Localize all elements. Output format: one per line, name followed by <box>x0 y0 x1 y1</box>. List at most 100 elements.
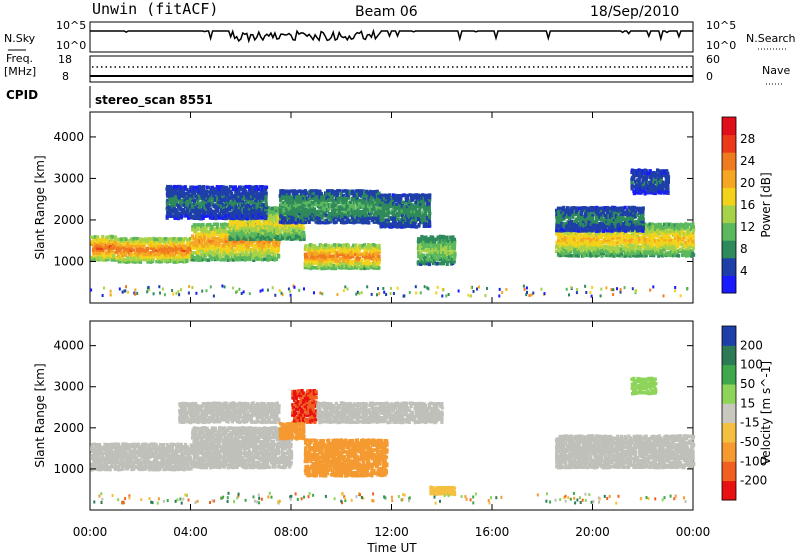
data-cell <box>224 225 228 229</box>
data-cell <box>262 230 266 235</box>
data-cell <box>415 209 419 214</box>
data-cell <box>199 232 204 236</box>
data-cell <box>290 223 294 228</box>
data-cell <box>352 193 356 198</box>
data-cell <box>217 202 221 207</box>
data-cell <box>350 261 354 266</box>
data-cell <box>293 213 297 217</box>
data-cell <box>106 248 110 253</box>
data-cell <box>136 241 140 246</box>
data-cell <box>277 224 281 228</box>
data-cell <box>228 216 232 220</box>
data-region <box>115 236 193 264</box>
data-cell <box>215 237 219 241</box>
data-cell <box>580 233 584 238</box>
data-cell <box>404 209 408 214</box>
data-cell <box>262 209 266 214</box>
data-cell <box>115 243 119 248</box>
data-cell <box>278 220 282 224</box>
data-cell <box>264 198 268 202</box>
data-cell <box>208 207 212 211</box>
data-cell <box>289 225 293 229</box>
data-cell <box>377 201 381 205</box>
data-cell <box>627 240 631 244</box>
data-cell <box>215 203 219 207</box>
data-cell <box>287 218 292 222</box>
data-cell <box>343 245 347 250</box>
data-cell <box>217 205 222 209</box>
data-cell <box>343 264 347 268</box>
data-cell <box>165 246 169 251</box>
data-cell <box>314 220 318 224</box>
data-cell <box>111 258 115 262</box>
data-cell <box>144 237 148 241</box>
data-cell <box>300 213 304 218</box>
data-cell <box>316 189 320 193</box>
data-cell <box>151 240 155 244</box>
data-cell <box>336 252 340 256</box>
data-cell <box>307 250 311 255</box>
data-cell <box>557 238 561 243</box>
data-cell <box>264 196 268 200</box>
data-cell <box>361 198 365 203</box>
data-cell <box>206 203 210 207</box>
data-cell <box>417 250 421 255</box>
data-cell <box>626 249 631 254</box>
data-cell <box>417 223 421 227</box>
data-cell <box>296 237 300 241</box>
data-cell <box>277 235 281 239</box>
freq-tick-high: 18 <box>58 53 72 66</box>
data-cell <box>185 199 189 203</box>
data-cell <box>352 217 356 222</box>
data-cell <box>251 216 256 220</box>
data-cell <box>384 195 388 200</box>
data-cell <box>309 211 313 216</box>
data-cell <box>232 243 236 248</box>
data-cell <box>603 238 607 242</box>
data-cell <box>178 237 182 242</box>
data-cell <box>241 241 245 246</box>
data-cell <box>316 191 320 196</box>
data-cell <box>246 233 250 237</box>
data-cell <box>412 196 416 200</box>
data-cell <box>360 194 364 198</box>
data-cell <box>592 236 596 240</box>
data-cell <box>129 246 133 251</box>
data-cell <box>368 205 372 209</box>
data-cell <box>219 258 223 262</box>
data-cell <box>226 229 230 234</box>
data-cell <box>194 207 198 211</box>
data-cell <box>284 194 288 198</box>
data-cell <box>231 232 235 237</box>
data-cell <box>426 222 430 227</box>
data-cell <box>101 248 105 253</box>
data-cell <box>339 201 343 205</box>
data-cell <box>335 193 340 197</box>
data-cell <box>271 250 275 255</box>
data-cell <box>237 205 241 210</box>
data-cell <box>387 215 392 220</box>
data-cell <box>365 194 369 198</box>
data-cell <box>178 214 182 218</box>
data-cell <box>564 238 568 242</box>
data-cell <box>167 205 171 209</box>
data-cell <box>431 235 435 239</box>
data-cell <box>584 231 588 236</box>
data-cell <box>418 253 422 257</box>
data-cell <box>376 218 380 222</box>
data-cell <box>273 214 277 219</box>
data-cell <box>578 251 582 256</box>
data-cell <box>110 237 114 242</box>
data-cell <box>356 259 360 263</box>
data-cell <box>205 214 209 218</box>
data-cell <box>397 220 401 224</box>
data-cell <box>257 251 261 255</box>
data-cell <box>185 248 189 253</box>
data-cell <box>252 185 256 190</box>
data-cell <box>101 242 105 246</box>
data-cell <box>264 233 268 237</box>
data-cell <box>325 218 329 222</box>
data-cell <box>266 206 270 210</box>
data-cell <box>556 244 560 249</box>
data-cell <box>241 187 245 192</box>
